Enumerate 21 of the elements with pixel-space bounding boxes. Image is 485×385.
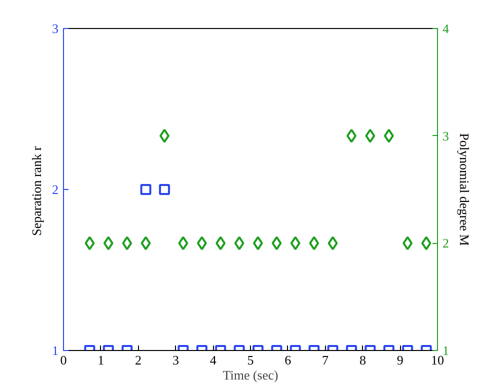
y-tick-label: 2 [52, 182, 58, 197]
y2-axis-title: Polynomial degree M [457, 133, 472, 246]
y2-tick-label: 2 [442, 236, 449, 251]
y-tick-label: 3 [52, 21, 58, 36]
x-tick-label: 9 [396, 352, 404, 368]
x-tick-label: 6 [284, 352, 292, 368]
x-tick-label: 5 [247, 352, 254, 368]
x-tick-label: 7 [322, 352, 330, 368]
y2-tick-label: 4 [442, 21, 450, 36]
x-tick-label: 2 [135, 352, 142, 368]
x-tick-label: 8 [359, 352, 366, 368]
x-axis-title: Time (sec) [222, 368, 278, 382]
x-tick-label: 0 [60, 352, 67, 368]
x-tick-label: 1 [98, 352, 104, 368]
y-axis-title: Separation rank r [29, 146, 44, 236]
x-tick-label: 4 [210, 352, 217, 368]
y-tick-label: 1 [52, 343, 58, 358]
y2-tick-label: 1 [442, 343, 449, 358]
x-tick-label: 10 [431, 352, 444, 368]
y2-tick-label: 3 [442, 128, 449, 144]
x-tick-label: 3 [172, 352, 179, 368]
